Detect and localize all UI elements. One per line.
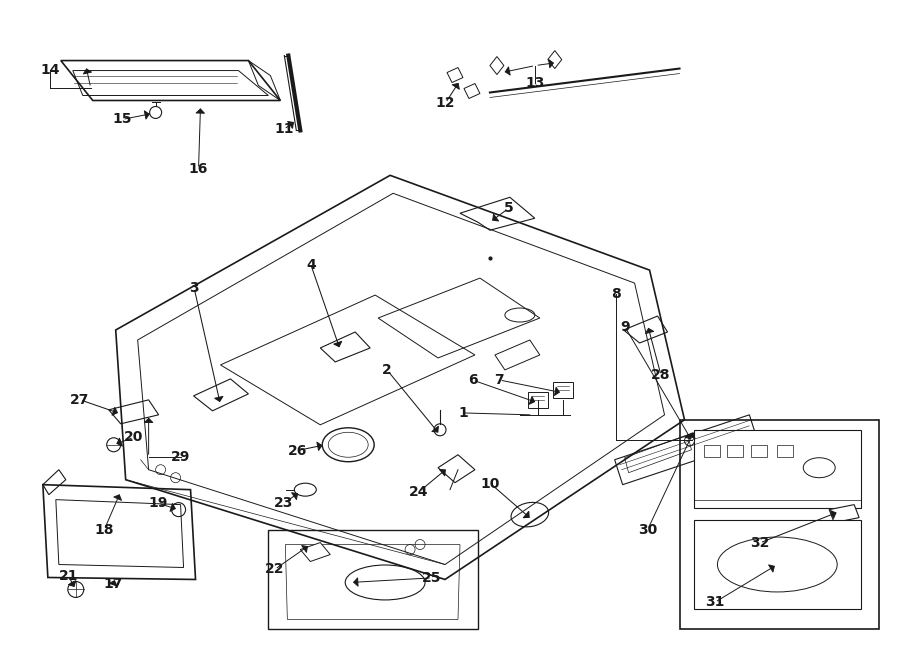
Bar	[553, 382, 572, 398]
Text: 7: 7	[495, 373, 504, 387]
Text: 5: 5	[503, 202, 513, 215]
Text: 17: 17	[104, 578, 123, 592]
Text: 2: 2	[382, 363, 392, 377]
Text: 24: 24	[409, 485, 428, 499]
Text: 23: 23	[274, 496, 293, 510]
Text: 8: 8	[611, 288, 621, 301]
Polygon shape	[301, 543, 330, 561]
Text: 22: 22	[266, 563, 284, 576]
Text: 12: 12	[436, 96, 455, 110]
Polygon shape	[464, 83, 480, 98]
Polygon shape	[695, 520, 861, 609]
Text: 31: 31	[706, 596, 724, 609]
Text: 28: 28	[652, 368, 670, 382]
Bar	[268, 529, 478, 629]
Text: 25: 25	[422, 571, 442, 585]
Text: 14: 14	[40, 63, 60, 77]
Bar	[705, 445, 720, 457]
Text: 13: 13	[526, 76, 545, 90]
Text: 18: 18	[94, 523, 114, 537]
Bar	[527, 392, 548, 408]
Bar	[680, 420, 879, 629]
Polygon shape	[490, 57, 504, 75]
Text: 11: 11	[274, 122, 293, 136]
Text: 21: 21	[58, 569, 78, 583]
Text: 27: 27	[70, 393, 90, 407]
Text: 20: 20	[124, 430, 144, 444]
Text: 9: 9	[620, 320, 630, 334]
Text: 15: 15	[112, 112, 132, 126]
Text: 16: 16	[189, 162, 208, 176]
Bar	[752, 445, 768, 457]
Polygon shape	[548, 51, 562, 69]
Text: 10: 10	[481, 477, 500, 490]
Text: 26: 26	[288, 444, 307, 457]
Text: 3: 3	[189, 281, 199, 295]
Text: 1: 1	[459, 406, 468, 420]
Bar	[727, 445, 743, 457]
Polygon shape	[695, 430, 861, 508]
Polygon shape	[829, 504, 860, 523]
Text: 19: 19	[148, 496, 167, 510]
Bar	[778, 445, 793, 457]
Polygon shape	[447, 67, 463, 83]
Text: 6: 6	[468, 373, 477, 387]
Text: 30: 30	[638, 523, 657, 537]
Text: 29: 29	[171, 450, 190, 464]
Text: 4: 4	[306, 258, 316, 272]
Text: 32: 32	[751, 536, 770, 550]
